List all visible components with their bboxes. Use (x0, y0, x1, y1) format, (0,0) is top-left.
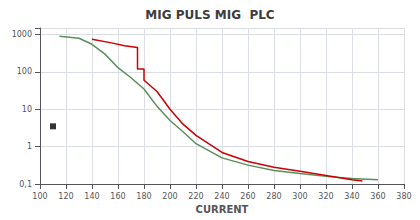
svg-text:220: 220 (188, 192, 203, 201)
svg-text:160: 160 (110, 192, 125, 201)
svg-text:260: 260 (240, 192, 255, 201)
svg-text:MIG PULS MIG PLC: MIG PULS MIG PLC (145, 8, 274, 22)
svg-text:380: 380 (396, 192, 411, 201)
svg-text:100: 100 (32, 192, 47, 201)
svg-text:1: 1 (27, 142, 32, 151)
svg-text:140: 140 (84, 192, 99, 201)
svg-text:0,1: 0,1 (19, 180, 32, 189)
svg-text:CURRENT: CURRENT (196, 204, 249, 215)
svg-text:100: 100 (17, 67, 32, 76)
svg-text:180: 180 (136, 192, 151, 201)
svg-text:360: 360 (370, 192, 385, 201)
svg-text:340: 340 (344, 192, 359, 201)
svg-text:200: 200 (162, 192, 177, 201)
svg-text:120: 120 (58, 192, 73, 201)
svg-text:300: 300 (292, 192, 307, 201)
svg-text:240: 240 (214, 192, 229, 201)
svg-text:280: 280 (266, 192, 281, 201)
svg-text:320: 320 (318, 192, 333, 201)
svg-text:1000: 1000 (12, 30, 32, 39)
svg-text:10: 10 (22, 105, 32, 114)
